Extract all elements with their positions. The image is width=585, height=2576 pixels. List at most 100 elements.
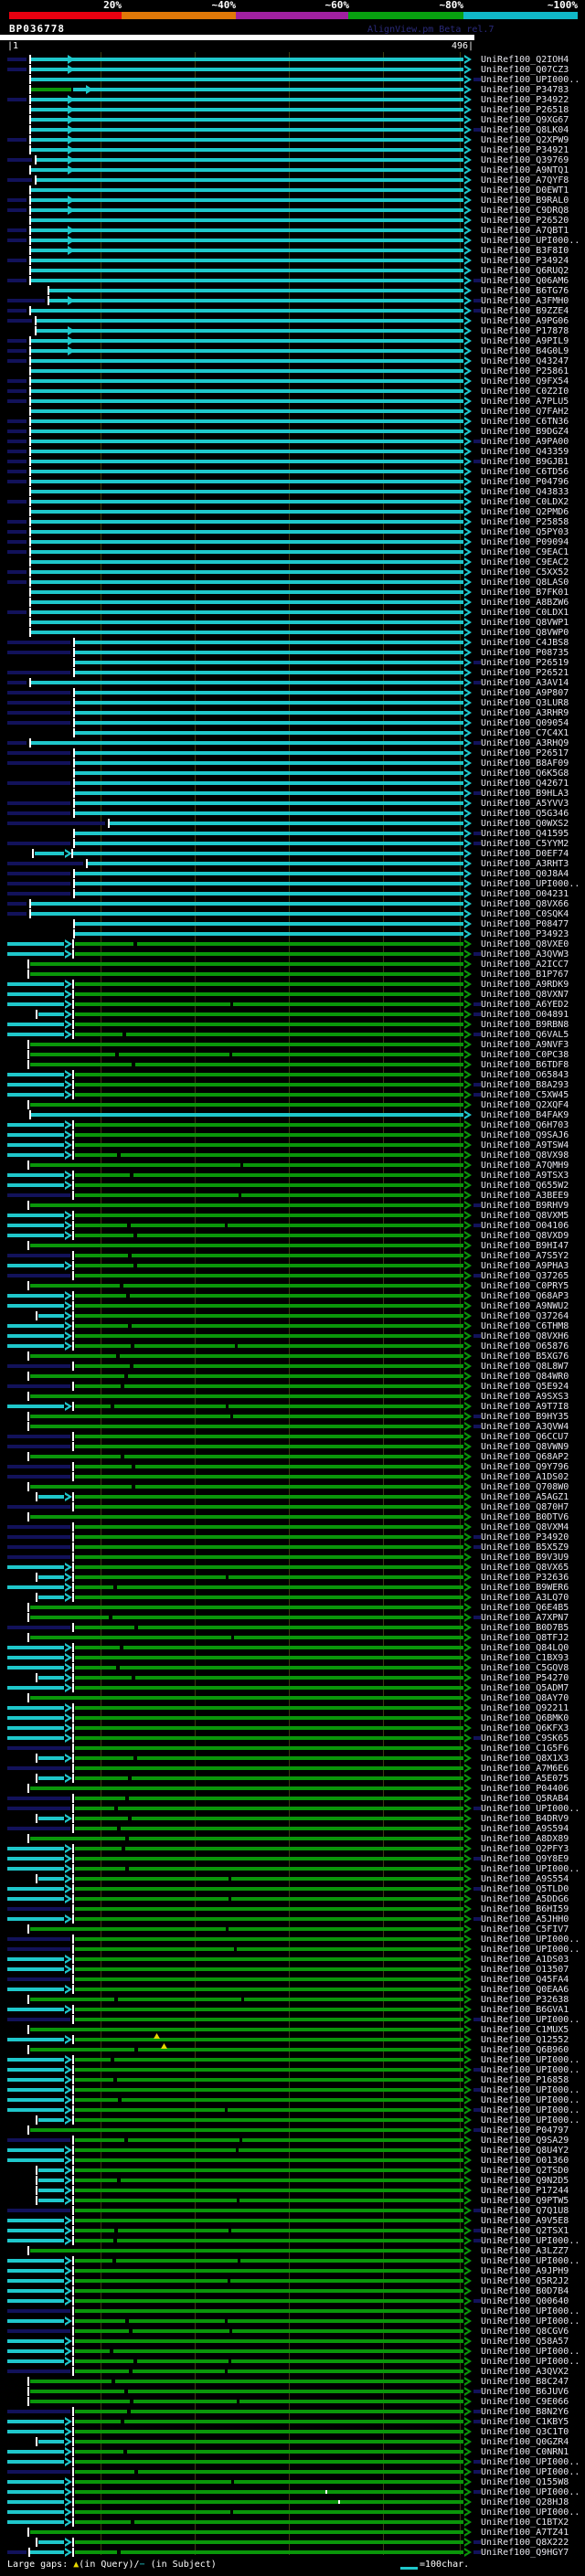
hit-accession-label[interactable]: UniRef100_A1DS03: [481, 1955, 569, 1965]
hit-accession-label[interactable]: UniRef100_Q06AM6: [481, 276, 569, 286]
hit-accession-label[interactable]: UniRef100_B9RAL0: [481, 196, 569, 206]
hit-accession-label[interactable]: UniRef100_Q43833: [481, 487, 569, 497]
hit-accession-label[interactable]: UniRef100_Q5PY03: [481, 527, 569, 537]
hit-accession-label[interactable]: UniRef100_Q5RAB4: [481, 1794, 569, 1804]
hit-accession-label[interactable]: UniRef100_A3RHQ9: [481, 738, 569, 748]
hit-accession-label[interactable]: UniRef100_Q8TFJ2: [481, 1633, 569, 1643]
hit-accession-label[interactable]: UniRef100_B0DTV6: [481, 1512, 569, 1522]
hit-accession-label[interactable]: UniRef100_O04891: [481, 1010, 569, 1020]
hit-accession-label[interactable]: UniRef100_P54270: [481, 1673, 569, 1683]
hit-accession-label[interactable]: UniRef100_B6HI59: [481, 1904, 569, 1914]
hit-accession-label[interactable]: UniRef100_Q2TSD0: [481, 2166, 569, 2176]
hit-accession-label[interactable]: UniRef100_O65843: [481, 1070, 569, 1080]
hit-accession-label[interactable]: UniRef100_Q8U4Y2: [481, 2146, 569, 2156]
hit-accession-label[interactable]: UniRef100_C1BTX2: [481, 2518, 569, 2528]
hit-accession-label[interactable]: UniRef100_P09094: [481, 537, 569, 547]
hit-accession-label[interactable]: UniRef100_P34920: [481, 1532, 569, 1542]
hit-accession-label[interactable]: UniRef100_Q8VWP1: [481, 618, 569, 628]
hit-accession-label[interactable]: UniRef100_P16858: [481, 2075, 569, 2085]
hit-accession-label[interactable]: UniRef100_Q5TLD0: [481, 1884, 569, 1894]
hit-accession-label[interactable]: UniRef100_B9RBN8: [481, 1020, 569, 1030]
hit-accession-label[interactable]: UniRef100_Q2XQF4: [481, 1100, 569, 1110]
hit-accession-label[interactable]: UniRef100_Q8VWN9: [481, 1442, 569, 1452]
hit-accession-label[interactable]: UniRef100_C1KBY5: [481, 2417, 569, 2427]
hit-accession-label[interactable]: UniRef100_A9TSX3: [481, 1171, 569, 1181]
hit-accession-label[interactable]: UniRef100_Q708W0: [481, 1482, 569, 1492]
hit-accession-label[interactable]: UniRef100_Q5G346: [481, 809, 569, 819]
hit-accession-label[interactable]: UniRef100_P08477: [481, 919, 569, 929]
hit-accession-label[interactable]: UniRef100_A3QVX2: [481, 2367, 569, 2377]
hit-accession-label[interactable]: UniRef100_Q2TSX1: [481, 2226, 569, 2236]
hit-accession-label[interactable]: UniRef100_Q07CZ3: [481, 65, 569, 75]
hit-accession-label[interactable]: UniRef100_A8BZW6: [481, 598, 569, 608]
hit-accession-label[interactable]: UniRef100_Q41595: [481, 829, 569, 839]
hit-accession-label[interactable]: UniRef100_B0D7B4: [481, 2286, 569, 2296]
hit-accession-label[interactable]: UniRef100_Q5ADM7: [481, 1683, 569, 1693]
hit-accession-label[interactable]: UniRef100_Q8LK04: [481, 125, 569, 135]
hit-accession-label[interactable]: UniRef100_Q2PMD6: [481, 507, 569, 517]
hit-accession-label[interactable]: UniRef100_Q8AY70: [481, 1693, 569, 1703]
hit-accession-label[interactable]: UniRef100_A3LZZ7: [481, 2246, 569, 2256]
hit-accession-label[interactable]: UniRef100_UPI000..: [481, 2095, 580, 2105]
hit-accession-label[interactable]: UniRef100_D0EWT1: [481, 186, 569, 196]
hit-accession-label[interactable]: UniRef100_P34921: [481, 145, 569, 155]
hit-accession-label[interactable]: UniRef100_B9WER6: [481, 1583, 569, 1593]
hit-accession-label[interactable]: UniRef100_C9EAC1: [481, 547, 569, 557]
hit-accession-label[interactable]: UniRef100_O65876: [481, 1341, 569, 1352]
hit-accession-label[interactable]: UniRef100_Q0J8A4: [481, 869, 569, 879]
hit-accession-label[interactable]: UniRef100_Q5E924: [481, 1382, 569, 1392]
hit-accession-label[interactable]: UniRef100_UPI000..: [481, 2236, 580, 2246]
hit-accession-label[interactable]: UniRef100_Q9SA29: [481, 2136, 569, 2146]
hit-accession-label[interactable]: UniRef100_Q09054: [481, 718, 569, 728]
hit-accession-label[interactable]: UniRef100_Q870H7: [481, 1502, 569, 1512]
hit-accession-label[interactable]: UniRef100_UPI000..: [481, 2316, 580, 2327]
hit-accession-label[interactable]: UniRef100_P25861: [481, 366, 569, 376]
hit-accession-label[interactable]: UniRef100_Q155W8: [481, 2477, 569, 2487]
hit-accession-label[interactable]: UniRef100_A5E075: [481, 1774, 569, 1784]
hit-accession-label[interactable]: UniRef100_B9RHV9: [481, 1201, 569, 1211]
hit-accession-label[interactable]: UniRef100_A7PLU5: [481, 397, 569, 407]
hit-accession-label[interactable]: UniRef100_Q2XPW9: [481, 135, 569, 145]
hit-accession-label[interactable]: UniRef100_Q0EAA6: [481, 1985, 569, 1995]
hit-accession-label[interactable]: UniRef100_C0PRY5: [481, 1281, 569, 1291]
hit-accession-label[interactable]: UniRef100_Q0WXS2: [481, 819, 569, 829]
hit-accession-label[interactable]: UniRef100_A3BEE9: [481, 1191, 569, 1201]
hit-accession-label[interactable]: UniRef100_Q8VX65: [481, 1563, 569, 1573]
hit-accession-label[interactable]: UniRef100_B6TG76: [481, 286, 569, 296]
hit-accession-label[interactable]: UniRef100_UPI000..: [481, 1945, 580, 1955]
hit-accession-label[interactable]: UniRef100_B6JUV6: [481, 2387, 569, 2397]
hit-accession-label[interactable]: UniRef100_Q6KFX3: [481, 1723, 569, 1733]
hit-accession-label[interactable]: UniRef100_A7XPN7: [481, 1613, 569, 1623]
hit-accession-label[interactable]: UniRef100_UPI000..: [481, 879, 580, 889]
hit-accession-label[interactable]: UniRef100_Q9XG67: [481, 115, 569, 125]
hit-accession-label[interactable]: UniRef100_Q8L8W7: [481, 1362, 569, 1372]
hit-accession-label[interactable]: UniRef100_UPI000..: [481, 236, 580, 246]
hit-accession-label[interactable]: UniRef100_A5DDG6: [481, 1894, 569, 1904]
hit-accession-label[interactable]: UniRef100_C1MUX5: [481, 2025, 569, 2035]
hit-accession-label[interactable]: UniRef100_B4FAK9: [481, 1110, 569, 1120]
hit-accession-label[interactable]: UniRef100_C5XX52: [481, 567, 569, 578]
hit-accession-label[interactable]: UniRef100_A9PIL9: [481, 336, 569, 346]
hit-accession-label[interactable]: UniRef100_B7FK01: [481, 588, 569, 598]
hit-accession-label[interactable]: UniRef100_Q9FX54: [481, 376, 569, 387]
hit-accession-label[interactable]: UniRef100_P26521: [481, 668, 569, 678]
hit-accession-label[interactable]: UniRef100_B1P767: [481, 970, 569, 980]
hit-accession-label[interactable]: UniRef100_UPI000..: [481, 2306, 580, 2316]
hit-accession-label[interactable]: UniRef100_Q58A57: [481, 2337, 569, 2347]
hit-accession-label[interactable]: UniRef100_C0NRN1: [481, 2447, 569, 2457]
hit-accession-label[interactable]: UniRef100_A9S594: [481, 1824, 569, 1834]
hit-accession-label[interactable]: UniRef100_Q2PFY3: [481, 1844, 569, 1854]
hit-accession-label[interactable]: UniRef100_Q5R2J2: [481, 2276, 569, 2286]
hit-accession-label[interactable]: UniRef100_C5XW45: [481, 1090, 569, 1100]
hit-accession-label[interactable]: UniRef100_B5XG76: [481, 1352, 569, 1362]
hit-accession-label[interactable]: UniRef100_Q84WR0: [481, 1372, 569, 1382]
hit-accession-label[interactable]: UniRef100_Q7Q1U8: [481, 2206, 569, 2216]
hit-accession-label[interactable]: UniRef100_B9GJB1: [481, 457, 569, 467]
hit-accession-label[interactable]: UniRef100_Q45FA4: [481, 1975, 569, 1985]
hit-accession-label[interactable]: UniRef100_Q37264: [481, 1311, 569, 1321]
hit-accession-label[interactable]: UniRef100_Q8VXN7: [481, 990, 569, 1000]
hit-accession-label[interactable]: UniRef100_Q8VXM5: [481, 1211, 569, 1221]
hit-accession-label[interactable]: UniRef100_A9PHA3: [481, 1261, 569, 1271]
hit-accession-label[interactable]: UniRef100_Q12552: [481, 2035, 569, 2045]
hit-accession-label[interactable]: UniRef100_B9HI47: [481, 1241, 569, 1251]
